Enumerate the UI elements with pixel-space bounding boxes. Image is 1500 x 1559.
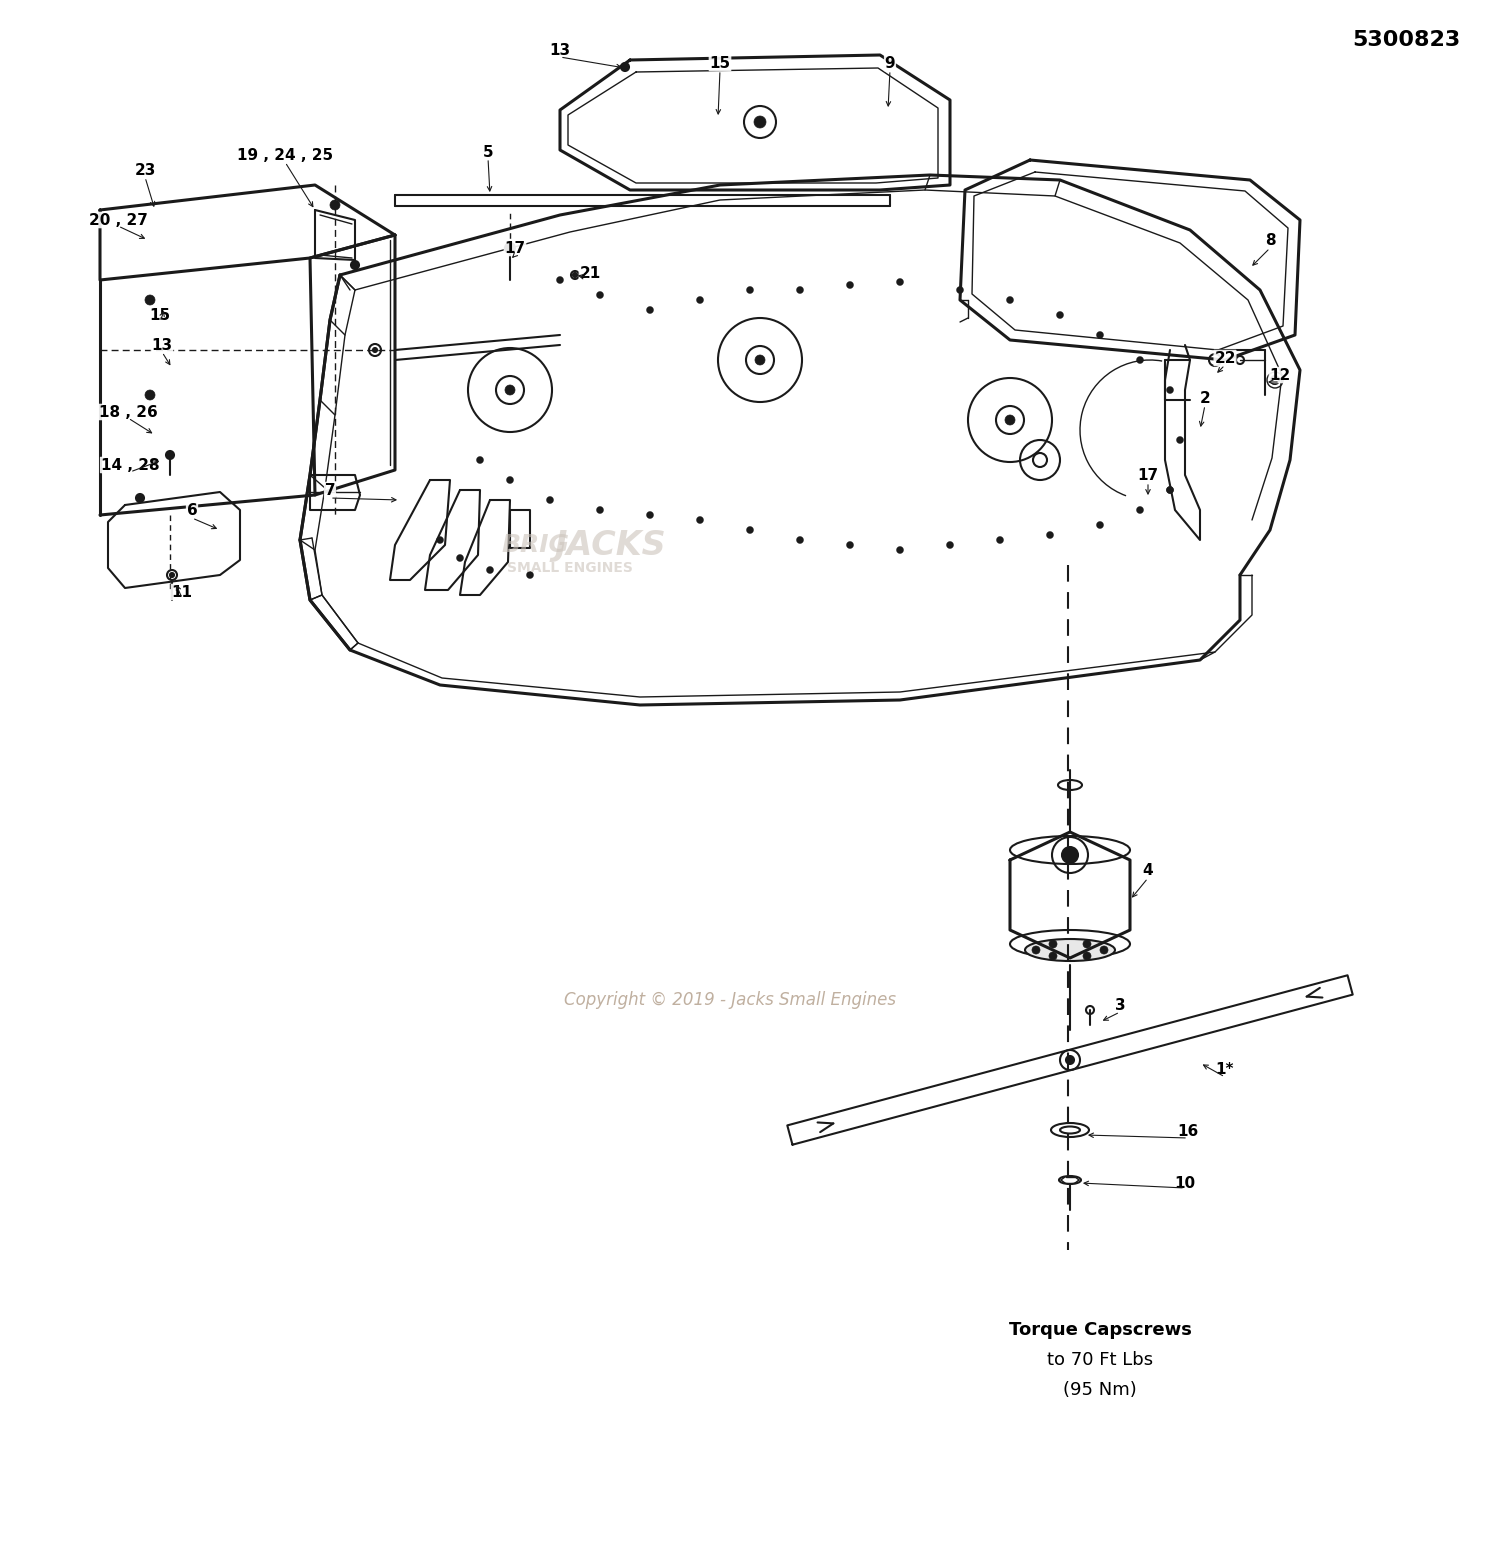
Text: 17: 17 (1137, 468, 1158, 482)
Text: 19 , 24 , 25: 19 , 24 , 25 (237, 148, 333, 162)
Ellipse shape (1052, 1122, 1089, 1137)
Text: 17: 17 (504, 240, 525, 256)
Circle shape (1062, 847, 1078, 864)
Text: 15: 15 (710, 56, 730, 70)
Circle shape (1066, 1055, 1074, 1063)
Circle shape (351, 260, 358, 270)
Text: 7: 7 (324, 482, 336, 497)
Circle shape (486, 566, 494, 574)
Text: 21: 21 (579, 265, 600, 281)
Text: 16: 16 (1178, 1124, 1198, 1140)
Text: 13: 13 (549, 42, 570, 58)
Circle shape (846, 541, 853, 549)
Circle shape (507, 477, 513, 483)
Ellipse shape (1059, 1175, 1082, 1183)
Text: Copyright © 2019 - Jacks Small Engines: Copyright © 2019 - Jacks Small Engines (564, 992, 896, 1009)
Circle shape (136, 494, 144, 502)
Circle shape (747, 287, 753, 293)
Circle shape (1048, 940, 1058, 948)
Text: 13: 13 (152, 337, 172, 352)
Text: 14 , 28: 14 , 28 (100, 457, 159, 472)
Text: 5300823: 5300823 (1352, 30, 1460, 50)
Circle shape (573, 273, 578, 278)
Circle shape (1100, 946, 1108, 954)
Text: 5: 5 (483, 145, 494, 159)
Circle shape (166, 451, 174, 458)
Circle shape (146, 295, 154, 306)
Circle shape (796, 287, 804, 293)
Text: JACKS: JACKS (554, 529, 666, 561)
Circle shape (957, 287, 963, 293)
Text: 4: 4 (1143, 862, 1154, 878)
Circle shape (1083, 953, 1090, 960)
Circle shape (754, 115, 766, 128)
Text: 10: 10 (1174, 1175, 1196, 1191)
Ellipse shape (1024, 939, 1114, 960)
Text: 6: 6 (186, 502, 198, 518)
Circle shape (747, 527, 753, 533)
Text: Torque Capscrews: Torque Capscrews (1008, 1320, 1191, 1339)
Text: 15: 15 (150, 307, 171, 323)
Circle shape (696, 516, 703, 524)
Text: 23: 23 (135, 162, 156, 178)
Ellipse shape (1010, 836, 1130, 864)
Circle shape (546, 496, 554, 504)
Circle shape (1096, 332, 1104, 338)
Circle shape (526, 572, 534, 578)
Circle shape (621, 62, 628, 72)
Circle shape (1096, 522, 1104, 529)
Circle shape (456, 555, 464, 561)
Text: SMALL ENGINES: SMALL ENGINES (507, 561, 633, 575)
Text: 3: 3 (1114, 998, 1125, 1012)
Circle shape (1167, 486, 1173, 494)
Circle shape (1137, 357, 1143, 363)
Circle shape (897, 279, 903, 285)
Circle shape (696, 296, 703, 304)
Circle shape (1005, 415, 1016, 426)
Text: to 70 Ft Lbs: to 70 Ft Lbs (1047, 1352, 1154, 1369)
Text: 22: 22 (1215, 351, 1236, 365)
Circle shape (506, 243, 515, 253)
Text: 18 , 26: 18 , 26 (99, 404, 158, 419)
Circle shape (477, 457, 483, 463)
Text: 1*: 1* (1215, 1063, 1234, 1077)
Circle shape (646, 511, 654, 519)
Text: 9: 9 (885, 56, 896, 70)
Circle shape (1176, 437, 1184, 443)
Text: 20 , 27: 20 , 27 (88, 212, 147, 228)
Circle shape (597, 507, 603, 513)
Text: 11: 11 (171, 585, 192, 600)
Circle shape (374, 348, 376, 352)
Circle shape (1048, 953, 1058, 960)
Circle shape (1007, 296, 1014, 304)
Circle shape (1083, 940, 1090, 948)
Circle shape (556, 276, 564, 284)
Circle shape (1032, 946, 1040, 954)
Circle shape (146, 390, 154, 401)
Circle shape (946, 541, 954, 549)
Text: 8: 8 (1264, 232, 1275, 248)
Circle shape (846, 282, 853, 288)
Text: 12: 12 (1269, 368, 1290, 382)
Circle shape (897, 547, 903, 553)
Circle shape (506, 385, 515, 394)
Circle shape (1167, 387, 1173, 393)
Circle shape (1056, 312, 1064, 318)
Circle shape (330, 200, 340, 210)
Circle shape (754, 355, 765, 365)
Text: (95 Nm): (95 Nm) (1064, 1381, 1137, 1398)
Text: 2: 2 (1200, 390, 1210, 405)
Circle shape (597, 292, 603, 298)
Circle shape (796, 536, 804, 544)
Text: BRIG: BRIG (501, 533, 568, 557)
Circle shape (170, 574, 174, 577)
Circle shape (996, 536, 1004, 544)
Ellipse shape (1058, 780, 1082, 790)
Circle shape (1167, 486, 1173, 494)
Circle shape (1047, 532, 1053, 538)
Circle shape (436, 536, 444, 544)
Circle shape (646, 307, 654, 313)
Circle shape (1137, 507, 1143, 513)
